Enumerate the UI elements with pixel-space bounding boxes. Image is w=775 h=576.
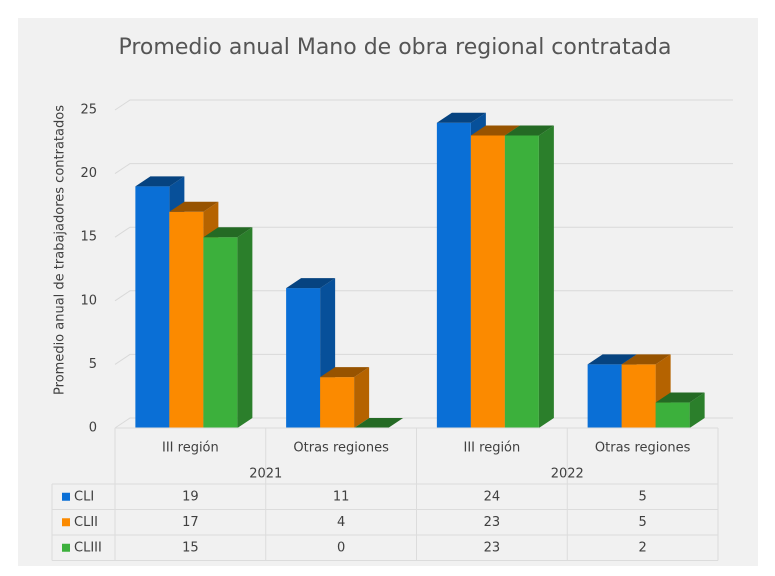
bar-top [135,176,185,187]
x-tick-label: Otras regiones [293,441,389,456]
bar-top [655,392,705,403]
x-tick-label: III región [162,441,219,456]
legend-key [62,518,70,527]
legend-label: CLII [74,515,98,530]
bar [286,278,336,428]
bar-top [587,354,637,365]
bar-front [135,186,170,428]
bar-front [504,135,539,428]
y-tick-label: 0 [89,421,97,436]
table-value: 5 [638,489,646,504]
bar-front [655,402,690,428]
bar [203,227,253,428]
legend-label: CLIII [74,540,102,555]
y-tick-label: 10 [80,293,97,308]
table-value: 19 [182,489,199,504]
bar [504,125,554,428]
legend-key [62,543,70,552]
table-value: 11 [333,489,350,504]
y-tick-label: 15 [80,230,97,245]
bar-top [286,278,336,289]
table-value: 17 [182,515,199,530]
y-tick-label: 20 [80,166,97,181]
legend-label: CLI [74,489,94,504]
bar-top [621,354,671,365]
table-value: 24 [484,489,501,504]
x-tick-label: Otras regiones [595,441,691,456]
bar-side [237,227,253,428]
bar [655,392,705,428]
y-axis-label: Promedio anual de trabajadores contratad… [53,105,68,395]
bar-side [354,367,370,428]
grid-line [114,99,733,111]
bar-top [203,227,253,238]
bar-front [320,377,355,428]
bar-top [504,125,554,136]
bar-front [169,211,204,428]
bar-front [286,288,321,428]
bar-top [436,112,486,123]
bar-top [470,125,520,136]
table-value: 5 [638,515,646,530]
table-value: 2 [638,540,646,555]
legend-key [62,492,70,501]
bar-front [587,364,622,428]
chart-title: Promedio anual Mano de obra regional con… [118,35,671,60]
bar-front [470,135,505,428]
bar-top [354,418,404,428]
bar-side [689,392,705,428]
bar [354,418,404,428]
table-value: 4 [337,515,345,530]
y-tick-label: 25 [80,103,97,118]
table-value: 23 [484,540,501,555]
bar-top [320,367,370,378]
bar-top [169,201,219,212]
bar-front [621,364,656,428]
table-value: 0 [337,540,345,555]
table-value: 15 [182,540,199,555]
x-group-label: 2022 [551,467,584,482]
bar-front [436,122,471,428]
table-value: 23 [484,515,501,530]
bar-front [203,237,238,428]
bar-side [538,125,554,428]
bar [320,367,370,428]
y-tick-label: 5 [89,357,97,372]
x-tick-label: III región [464,441,521,456]
x-group-label: 2021 [249,467,282,482]
